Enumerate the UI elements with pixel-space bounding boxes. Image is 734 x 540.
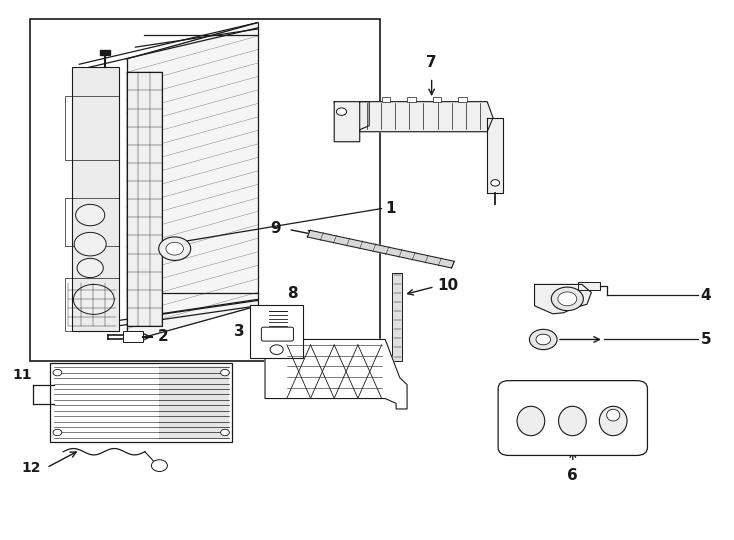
Text: 7: 7 xyxy=(426,55,437,70)
Circle shape xyxy=(336,108,346,116)
Text: 8: 8 xyxy=(288,286,298,301)
Bar xyxy=(123,332,143,342)
Circle shape xyxy=(159,237,191,260)
Circle shape xyxy=(53,429,62,436)
Text: 10: 10 xyxy=(437,278,458,293)
Text: 5: 5 xyxy=(701,332,711,347)
Circle shape xyxy=(536,334,550,345)
Circle shape xyxy=(53,369,62,376)
Circle shape xyxy=(76,204,105,226)
FancyBboxPatch shape xyxy=(498,381,647,455)
Text: 11: 11 xyxy=(12,368,32,382)
Bar xyxy=(382,97,390,102)
Bar xyxy=(72,67,120,332)
Circle shape xyxy=(74,232,106,256)
Text: 2: 2 xyxy=(158,329,169,345)
Ellipse shape xyxy=(559,406,586,436)
Circle shape xyxy=(491,180,500,186)
Polygon shape xyxy=(534,285,592,314)
Polygon shape xyxy=(265,319,407,409)
Ellipse shape xyxy=(600,406,627,436)
Ellipse shape xyxy=(517,406,545,436)
Bar xyxy=(393,273,402,361)
Circle shape xyxy=(77,258,103,278)
Bar xyxy=(432,97,441,102)
Circle shape xyxy=(529,329,557,349)
Circle shape xyxy=(166,242,184,255)
Text: 4: 4 xyxy=(701,288,711,302)
Bar xyxy=(50,363,232,442)
Bar xyxy=(65,278,120,332)
Circle shape xyxy=(221,369,229,376)
Bar xyxy=(407,97,415,102)
Circle shape xyxy=(221,429,229,436)
Bar xyxy=(100,50,110,55)
Text: 6: 6 xyxy=(567,468,578,483)
Bar xyxy=(65,96,120,160)
Bar xyxy=(65,198,120,246)
Circle shape xyxy=(558,292,577,306)
Polygon shape xyxy=(578,282,600,290)
Circle shape xyxy=(270,345,283,354)
Text: 1: 1 xyxy=(385,201,396,216)
Polygon shape xyxy=(360,102,493,132)
Bar xyxy=(30,19,380,361)
Bar xyxy=(276,310,283,340)
Polygon shape xyxy=(126,23,258,342)
Circle shape xyxy=(551,287,584,310)
Text: 3: 3 xyxy=(234,324,244,339)
Ellipse shape xyxy=(607,409,619,421)
Circle shape xyxy=(151,460,167,471)
FancyBboxPatch shape xyxy=(261,327,294,341)
Circle shape xyxy=(73,285,115,314)
Bar xyxy=(458,97,467,102)
Bar xyxy=(250,305,303,358)
Polygon shape xyxy=(334,102,369,141)
Polygon shape xyxy=(487,118,504,192)
Bar xyxy=(159,366,228,439)
Text: 9: 9 xyxy=(270,221,281,236)
Bar xyxy=(126,72,161,326)
Text: 12: 12 xyxy=(21,461,40,475)
Polygon shape xyxy=(308,231,454,268)
